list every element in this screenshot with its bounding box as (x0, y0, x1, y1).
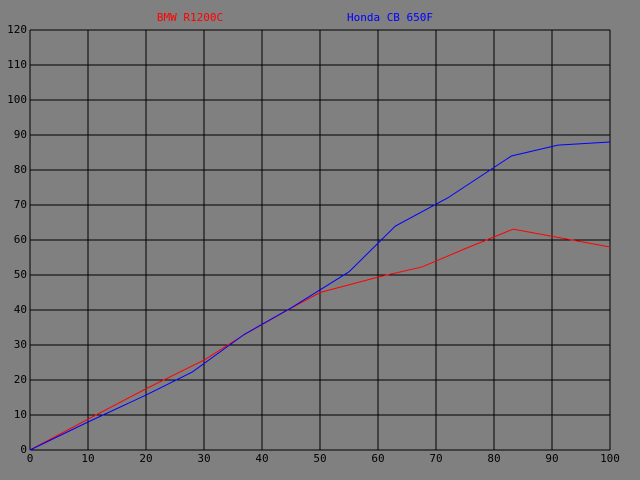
y-tick-label: 30 (14, 338, 27, 351)
legend-entry: BMW R1200C (157, 11, 223, 24)
x-tick-label: 40 (255, 452, 268, 465)
y-tick-label: 20 (14, 373, 27, 386)
y-tick-label: 70 (14, 198, 27, 211)
y-tick-label: 80 (14, 163, 27, 176)
y-tick-label: 110 (7, 58, 27, 71)
y-tick-label: 120 (7, 23, 27, 36)
x-tick-label: 80 (487, 452, 500, 465)
series-line (29, 141, 611, 451)
x-tick-label: 60 (371, 452, 384, 465)
x-tick-label: 50 (313, 452, 326, 465)
y-tick-label: 50 (14, 268, 27, 281)
legend-entry: Honda CB 650F (347, 11, 433, 24)
y-tick-label: 90 (14, 128, 27, 141)
x-tick-label: 0 (27, 452, 34, 465)
x-tick-label: 10 (81, 452, 94, 465)
y-tick-label: 0 (20, 443, 27, 456)
y-tick-label: 10 (14, 408, 27, 421)
y-tick-label: 100 (7, 93, 27, 106)
x-tick-label: 70 (429, 452, 442, 465)
series-line (29, 228, 611, 451)
y-tick-label: 40 (14, 303, 27, 316)
x-tick-label: 90 (545, 452, 558, 465)
x-tick-label: 100 (600, 452, 620, 465)
x-tick-label: 30 (197, 452, 210, 465)
x-tick-label: 20 (139, 452, 152, 465)
y-tick-label: 60 (14, 233, 27, 246)
